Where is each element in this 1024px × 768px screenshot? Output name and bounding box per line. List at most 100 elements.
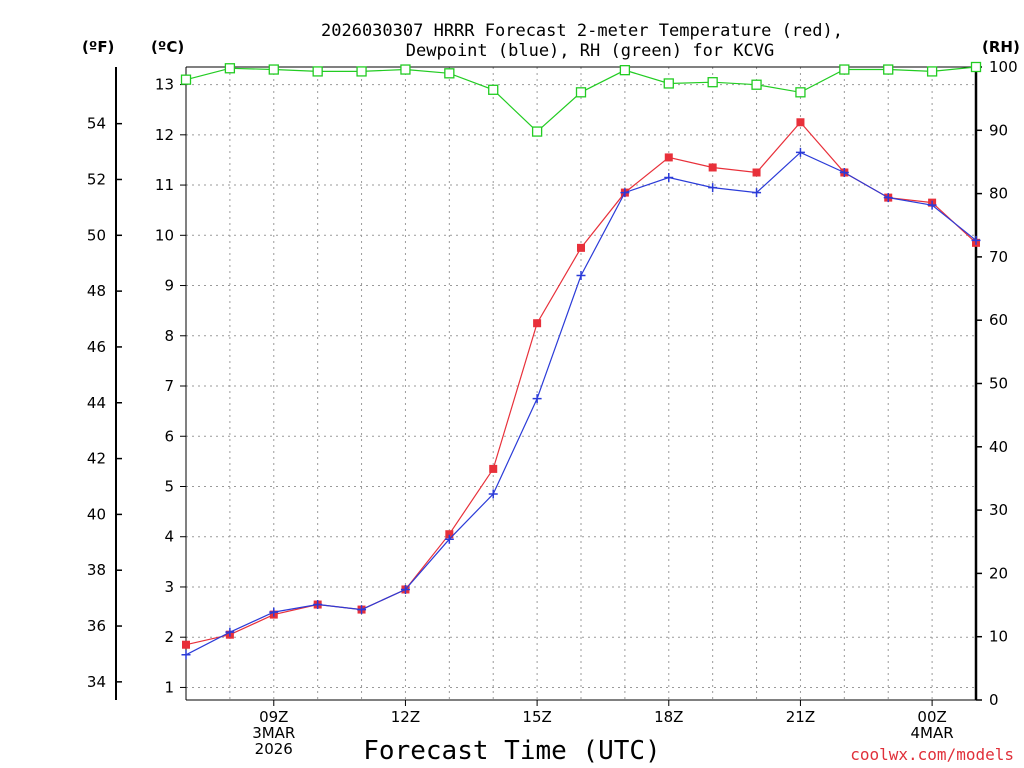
temperature-point (182, 640, 190, 649)
celsius-axis-label: (ºC) (151, 38, 184, 56)
fahrenheit-axis-ticks: 34 36 38 40 42 44 46 48 50 52 54 (87, 115, 122, 691)
fahrenheit-tick-label: 44 (87, 394, 106, 412)
rh-point (663, 78, 674, 89)
dewpoint-point (708, 183, 718, 193)
title-line-2: Dewpoint (blue), RH (green) for KCVG (406, 41, 774, 61)
x-tick-label: 21Z (786, 708, 815, 726)
fahrenheit-tick-label: 54 (87, 115, 106, 133)
rh-tick-label: 70 (989, 248, 1008, 266)
data-series (180, 61, 982, 660)
x-tick-label: 4MAR (911, 724, 954, 742)
rh-tick-label: 100 (989, 58, 1018, 76)
fahrenheit-tick-label: 40 (87, 505, 106, 523)
dewpoint-point (313, 600, 323, 610)
rh-point (795, 87, 806, 98)
dewpoint-point (752, 188, 762, 198)
dewpoint-point (225, 627, 235, 637)
rh-tick-label: 50 (989, 375, 1008, 393)
rh-point (400, 64, 411, 75)
dewpoint-point (620, 188, 630, 198)
dewpoint-point (181, 650, 191, 660)
rh-point (444, 68, 455, 79)
celsius-tick-label: 13 (155, 76, 174, 94)
celsius-tick-label: 2 (164, 628, 174, 646)
celsius-tick-label: 11 (155, 176, 174, 194)
temperature-point (752, 168, 761, 177)
x-tick-label: 18Z (654, 708, 683, 726)
rh-point (575, 87, 587, 98)
dewpoint-point (532, 394, 542, 404)
x-tick-label: 2026 (255, 740, 293, 758)
rh-tick-label: 0 (989, 691, 999, 709)
celsius-tick-label: 3 (164, 578, 174, 596)
x-tick-label: 00Z (917, 708, 946, 726)
axes (115, 66, 978, 701)
rh-point (488, 84, 499, 95)
fahrenheit-axis-label: (ºF) (82, 38, 114, 56)
dewpoint-point (839, 168, 849, 177)
dewpoint-point (357, 605, 367, 615)
celsius-tick-label: 4 (164, 528, 174, 546)
rh-point (224, 63, 236, 74)
celsius-tick-label: 7 (164, 377, 174, 395)
temperature-point (533, 319, 542, 328)
x-tick-label: 09Z (259, 708, 288, 726)
rh-tick-label: 90 (989, 121, 1008, 139)
fahrenheit-tick-label: 34 (87, 673, 106, 691)
rh-point (312, 66, 323, 77)
rh-tick-label: 20 (989, 564, 1008, 582)
dewpoint-point (971, 235, 981, 245)
dewpoint-point (795, 147, 805, 157)
rh-point (970, 61, 982, 73)
x-axis-title: Forecast Time (UTC) (363, 736, 660, 766)
rh-point (926, 66, 938, 77)
temperature-point (445, 530, 454, 539)
rh-tick-label: 10 (989, 628, 1008, 646)
x-tick-label: 15Z (522, 708, 551, 726)
rh-tick-label: 80 (989, 185, 1008, 203)
celsius-tick-label: 12 (155, 126, 174, 144)
fahrenheit-tick-label: 46 (87, 338, 106, 356)
temperature-point (708, 163, 717, 172)
dewpoint-point (883, 193, 893, 203)
rh-point (883, 64, 894, 75)
rh-point (356, 66, 367, 77)
fahrenheit-tick-label: 52 (87, 170, 106, 188)
celsius-tick-label: 8 (164, 327, 174, 345)
dewpoint-point (576, 270, 586, 280)
rh-point (839, 64, 850, 75)
dewpoint-point (400, 584, 410, 594)
fahrenheit-tick-label: 38 (87, 561, 106, 579)
credit-text: coolwx.com/models (850, 745, 1014, 764)
rh-axis-ticks: 0 10 20 30 40 50 60 70 80 90 100 (976, 58, 1018, 709)
rh-point (180, 74, 192, 85)
dewpoint-point (664, 173, 674, 183)
title-line-1: 2026030307 HRRR Forecast 2-meter Tempera… (321, 21, 843, 41)
x-tick-label: 3MAR (252, 724, 295, 742)
temperature-point (577, 243, 585, 252)
rh-point (531, 126, 543, 137)
dewpoint-point (269, 607, 279, 617)
x-tick-label: 12Z (391, 708, 420, 726)
rh-axis-label: (RH) (982, 38, 1020, 56)
rh-tick-label: 40 (989, 438, 1008, 456)
temperature-point (796, 118, 805, 127)
rh-point (619, 65, 631, 76)
fahrenheit-tick-label: 50 (87, 226, 106, 244)
dewpoint-point (927, 200, 937, 210)
rh-tick-label: 60 (989, 311, 1008, 329)
dewpoint-point (488, 489, 498, 499)
rh-tick-label: 30 (989, 501, 1008, 519)
grid-lines (186, 67, 976, 700)
celsius-tick-label: 1 (164, 678, 174, 696)
celsius-tick-label: 9 (164, 277, 174, 295)
rh-point (751, 79, 762, 90)
dewpoint-point (444, 534, 454, 544)
rh-point (268, 64, 279, 75)
temperature-point (664, 153, 673, 162)
celsius-tick-label: 10 (155, 226, 174, 244)
fahrenheit-tick-label: 48 (87, 282, 106, 300)
celsius-tick-label: 6 (164, 427, 174, 445)
